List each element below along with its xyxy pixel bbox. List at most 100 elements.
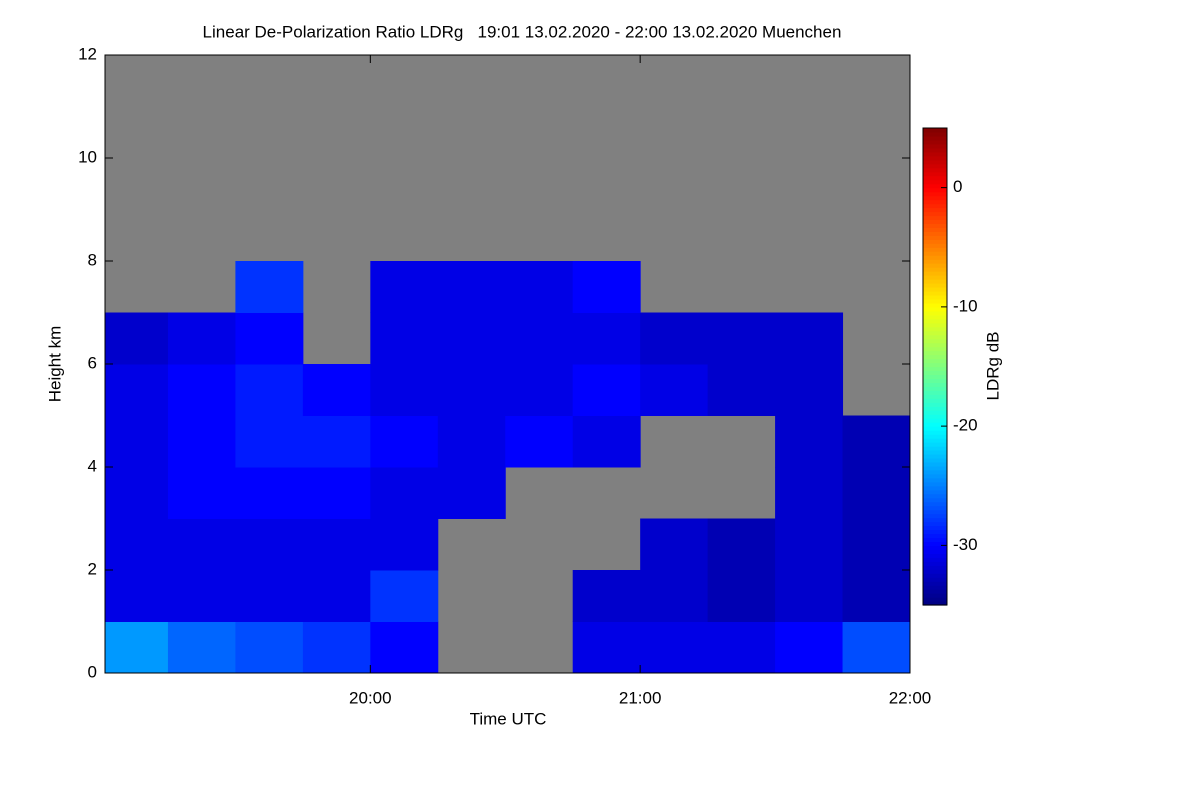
colorbar-segment <box>923 247 947 252</box>
heatmap-cell <box>707 312 776 365</box>
heatmap-cell <box>707 570 776 622</box>
heatmap-cell <box>775 364 844 416</box>
colorbar-segment <box>923 287 947 292</box>
colorbar-segment <box>923 179 947 185</box>
heatmap-cell <box>235 364 304 416</box>
heatmap-cell <box>370 621 439 673</box>
chart-title: Linear De-Polarization Ratio LDRg 19:01 … <box>203 22 842 41</box>
colorbar-segment <box>923 151 947 157</box>
heatmap-cell <box>370 415 439 468</box>
colorbar-segment <box>923 275 947 280</box>
colorbar-segment <box>923 231 947 236</box>
heatmap-cell <box>235 518 304 571</box>
colorbar-segment <box>923 489 947 495</box>
colorbar-segment <box>923 565 947 570</box>
colorbar-segment <box>923 223 947 228</box>
heatmap-cell <box>775 621 844 673</box>
heatmap-cell <box>640 621 709 673</box>
heatmap-cell <box>167 621 236 673</box>
colorbar-segment <box>923 481 947 487</box>
colorbar-segment <box>923 370 947 376</box>
colorbar-segment <box>923 199 947 205</box>
heatmap-cell <box>572 312 641 365</box>
heatmap <box>105 261 910 673</box>
colorbar-segment <box>923 358 947 364</box>
heatmap-cell <box>167 364 236 416</box>
colorbar-segment <box>923 203 947 209</box>
colorbar-segment <box>923 386 947 391</box>
colorbar-segment <box>923 426 947 431</box>
heatmap-cell <box>302 364 371 416</box>
colorbar-segment <box>923 374 947 380</box>
colorbar-segment <box>923 195 947 201</box>
y-tick-label: 10 <box>78 147 97 166</box>
heatmap-cell <box>302 467 371 519</box>
colorbar-segment <box>923 418 947 423</box>
heatmap-cell <box>842 621 910 673</box>
colorbar-segment <box>923 215 947 221</box>
colorbar-segment <box>923 537 947 542</box>
heatmap-cell <box>167 467 236 519</box>
colorbar-segment <box>923 139 947 145</box>
heatmap-cell <box>302 415 371 468</box>
heatmap-cell <box>505 312 574 365</box>
colorbar-tick-label: 0 <box>953 177 962 196</box>
heatmap-cell <box>842 415 910 468</box>
colorbar-segment <box>923 128 947 133</box>
heatmap-cell <box>105 518 169 571</box>
colorbar-segment <box>923 497 947 503</box>
colorbar-segment <box>923 155 947 161</box>
colorbar-segment <box>923 569 947 574</box>
colorbar-segment <box>923 354 947 360</box>
colorbar-segment <box>923 211 947 217</box>
colorbar-segment <box>923 306 947 312</box>
heatmap-cell <box>370 312 439 365</box>
colorbar-segment <box>923 338 947 344</box>
heatmap-cell <box>775 415 844 468</box>
heatmap-cell <box>505 415 574 468</box>
y-axis-label: Height km <box>45 326 64 403</box>
colorbar-segment <box>923 298 947 304</box>
heatmap-cell <box>572 364 641 416</box>
colorbar-segment <box>923 601 947 606</box>
heatmap-cell <box>707 518 776 571</box>
heatmap-cell <box>437 467 506 519</box>
colorbar-segment <box>923 461 947 467</box>
colorbar-segment <box>923 438 947 443</box>
colorbar-tick-label: -30 <box>953 535 978 554</box>
colorbar-segment <box>923 529 947 535</box>
colorbar-segment <box>923 191 947 197</box>
colorbar-segment <box>923 382 947 387</box>
heatmap-cell <box>105 570 169 622</box>
heatmap-cell <box>302 518 371 571</box>
heatmap-cell <box>370 518 439 571</box>
colorbar-segment <box>923 318 947 324</box>
colorbar-segment <box>923 517 947 523</box>
colorbar-segment <box>923 505 947 511</box>
heatmap-cell <box>505 364 574 416</box>
colorbar-segment <box>923 394 947 399</box>
heatmap-cell <box>105 467 169 519</box>
colorbar-segment <box>923 255 947 260</box>
colorbar-segment <box>923 469 947 475</box>
colorbar-segment <box>923 509 947 515</box>
colorbar-segment <box>923 453 947 459</box>
colorbar-segment <box>923 446 947 451</box>
colorbar-segment <box>923 302 947 308</box>
colorbar-segment <box>923 457 947 463</box>
heatmap-cell <box>235 261 304 313</box>
x-tick-label: 22:00 <box>889 688 932 707</box>
heatmap-cell <box>302 621 371 673</box>
colorbar-segment <box>923 430 947 435</box>
heatmap-cell <box>437 364 506 416</box>
heatmap-cell <box>505 261 574 313</box>
colorbar-segment <box>923 346 947 352</box>
colorbar-segment <box>923 525 947 531</box>
heatmap-cell <box>640 312 709 365</box>
colorbar-frame <box>922 127 948 606</box>
colorbar-segment <box>923 434 947 439</box>
colorbar-segment <box>923 465 947 471</box>
heatmap-cell <box>105 415 169 468</box>
colorbar-segment <box>923 143 947 149</box>
